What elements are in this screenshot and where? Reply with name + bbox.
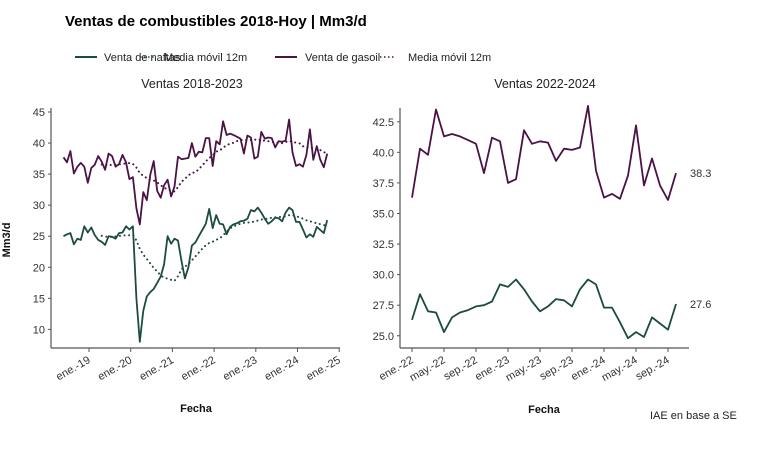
x-tick-label: sep.-23: [538, 354, 576, 383]
right-chart-title: Ventas 2022-2024: [494, 77, 596, 91]
y-tick-label: 30: [33, 200, 45, 212]
source-note: IAE en base a SE: [650, 410, 737, 422]
y-tick-label: 20: [33, 262, 45, 274]
right-x-axis-label: Fecha: [528, 404, 561, 416]
x-tick-label: may.-23: [504, 354, 544, 384]
y-tick-label: 25.0: [373, 331, 394, 343]
series-line-naftas: [63, 206, 329, 343]
y-tick-label: 15: [33, 293, 45, 305]
legend-label-gasoil: Venta de gasoil: [305, 52, 380, 64]
end-value-label-gasoil: 38.3: [690, 168, 711, 180]
x-tick-label: may.-22: [408, 354, 448, 384]
x-tick-label: ene.-25: [304, 354, 342, 383]
left-chart-title: Ventas 2018-2023: [141, 77, 243, 91]
y-tick-label: 40.0: [373, 147, 394, 159]
x-tick-label: sep.-22: [442, 354, 480, 383]
x-tick-label: sep.-24: [634, 354, 672, 383]
x-tick-label: ene.-23: [221, 354, 259, 383]
y-tick-label: 35: [33, 169, 45, 181]
y-tick-label: 37.5: [373, 178, 394, 190]
y-axis-label: Mm3/d: [1, 223, 13, 258]
moving-average-line-gasoil: [100, 138, 329, 193]
x-tick-label: ene.-24: [263, 354, 301, 383]
end-value-label-naftas: 27.6: [690, 299, 711, 311]
y-tick-label: 10: [33, 324, 45, 336]
x-tick-label: ene.-22: [179, 354, 217, 383]
y-tick-label: 25: [33, 231, 45, 243]
y-tick-label: 40: [33, 138, 45, 150]
legend: Venta de naftas Media móvil 12m Venta de…: [75, 52, 491, 64]
series-line-naftas: [411, 278, 677, 340]
y-tick-label: 27.5: [373, 300, 394, 312]
right-chart: 25.027.530.032.535.037.540.042.5ene.-22m…: [373, 105, 711, 384]
series-line-gasoil: [411, 105, 677, 201]
legend-label-naftas: Venta de naftas: [104, 52, 181, 64]
x-tick-label: ene.-19: [54, 354, 92, 383]
y-tick-label: 42.5: [373, 117, 394, 129]
x-tick-label: ene.-20: [96, 354, 134, 383]
series-line-gasoil: [62, 118, 329, 226]
chart-title: Ventas de combustibles 2018-Hoy | Mm3/d: [65, 13, 367, 30]
y-tick-label: 35.0: [373, 208, 394, 220]
x-tick-label: ene.-21: [138, 354, 176, 383]
moving-average-line-naftas: [100, 214, 329, 282]
left-x-axis-label: Fecha: [180, 403, 213, 415]
y-tick-label: 45: [33, 107, 45, 119]
x-tick-label: may.-24: [600, 354, 640, 384]
legend-label-naftas-ma: Media móvil 12m: [164, 52, 247, 64]
y-tick-label: 32.5: [373, 239, 394, 251]
y-tick-label: 30.0: [373, 270, 394, 282]
legend-label-gasoil-ma: Media móvil 12m: [408, 52, 491, 64]
